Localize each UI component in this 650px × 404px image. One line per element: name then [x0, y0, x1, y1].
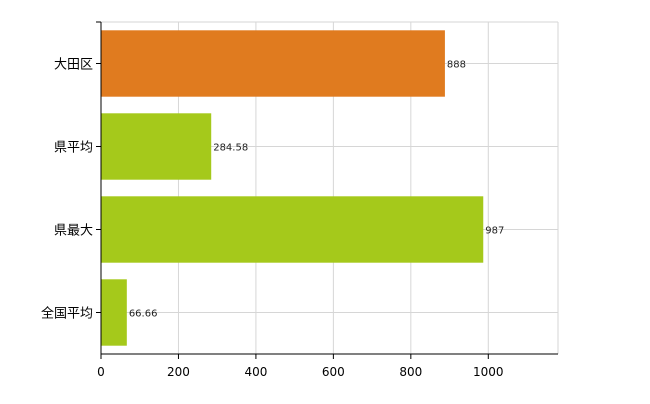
data-label: 284.58: [213, 143, 248, 154]
category-label: 県平均: [54, 141, 93, 156]
category-label: 大田区: [54, 58, 93, 73]
x-tick-label: 600: [322, 365, 345, 379]
data-label: 987: [485, 226, 504, 237]
bar: [101, 30, 445, 97]
bar: [101, 196, 484, 263]
x-tick-label: 200: [167, 365, 190, 379]
x-tick-label: 0: [97, 365, 105, 379]
x-tick-label: 1000: [473, 365, 504, 379]
x-tick-label: 400: [244, 365, 267, 379]
x-tick-label: 800: [399, 365, 422, 379]
category-label: 県最大: [54, 224, 93, 239]
bar: [101, 279, 127, 346]
category-label: 全国平均: [41, 306, 93, 322]
data-label: 66.66: [129, 309, 158, 320]
bar: [101, 113, 212, 180]
data-label: 888: [447, 60, 466, 71]
